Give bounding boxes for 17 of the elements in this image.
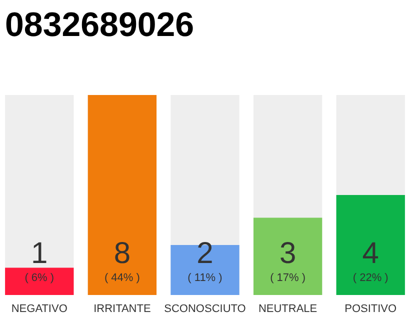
annotation: 1: [31, 237, 48, 270]
bar: [5, 268, 74, 295]
x-tick-label: POSITIVO: [344, 303, 398, 315]
x-tick-label: NEGATIVO: [11, 303, 68, 315]
data-label: ( 6% ): [24, 272, 54, 284]
annotation: 3: [279, 237, 296, 270]
annotation: 2: [196, 237, 214, 270]
annotation: 8: [114, 237, 131, 270]
data-label: ( 22% ): [352, 272, 388, 284]
data-label: ( 17% ): [270, 272, 306, 284]
x-tick-label: SCONOSCIUTO: [164, 303, 246, 315]
x-tick-label: IRRITANTE: [94, 303, 151, 315]
annotation: 4: [362, 237, 379, 270]
data-label: ( 44% ): [104, 272, 140, 284]
chart-title: 0832689026: [5, 6, 194, 44]
data-label: ( 11% ): [188, 272, 222, 284]
x-tick-label: NEUTRALE: [258, 303, 318, 315]
